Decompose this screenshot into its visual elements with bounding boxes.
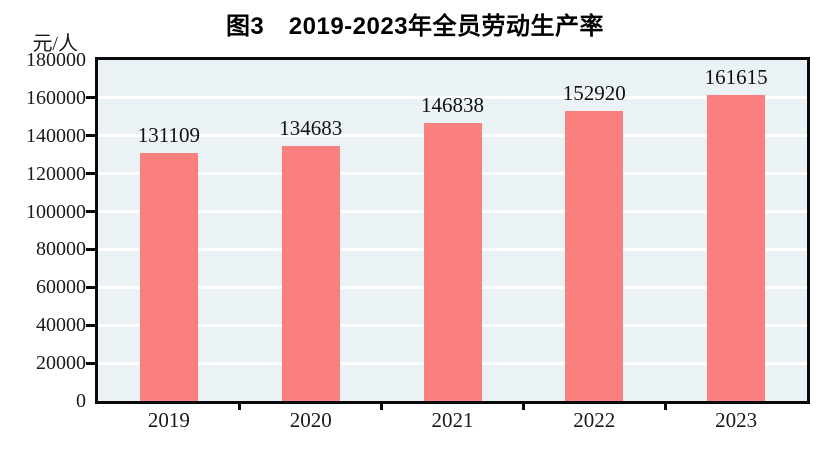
x-axis-tick-mark — [380, 401, 384, 410]
bar-value-label: 134683 — [279, 115, 343, 140]
y-axis-tick-label: 40000 — [36, 314, 86, 337]
bar-value-label: 131109 — [137, 122, 201, 147]
x-axis-tick-mark — [663, 401, 667, 410]
chart-title: 图3 2019-2023年全员劳动生产率 — [225, 13, 605, 40]
y-axis-tick-label: 180000 — [26, 49, 86, 71]
y-axis-tick-mark — [86, 361, 95, 365]
y-axis-tick-label: 0 — [76, 390, 86, 412]
gridline — [98, 96, 807, 100]
bar-value-label: 161615 — [704, 64, 768, 89]
x-axis-tick-mark — [238, 401, 242, 410]
y-axis-tick-mark — [86, 285, 95, 289]
x-axis-tick-label: 2019 — [147, 408, 190, 432]
bar-2023 — [707, 94, 766, 401]
bar-2022 — [565, 111, 624, 401]
y-axis-tick-mark — [86, 323, 95, 327]
y-axis-tick-label: 80000 — [36, 238, 86, 261]
y-axis-tick-label: 100000 — [26, 200, 86, 223]
plot-area: 131109 134683 146838 152920 161615 — [95, 57, 810, 404]
y-axis-tick-mark — [86, 172, 95, 176]
y-axis-tick-mark — [86, 134, 95, 138]
bar-value-label: 146838 — [420, 92, 484, 117]
y-axis-tick-label: 140000 — [26, 124, 86, 147]
bar-value-label: 152920 — [562, 81, 626, 106]
y-axis-tick-label: 20000 — [36, 352, 86, 375]
x-axis-tick-label: 2022 — [573, 408, 616, 432]
y-axis-tick-label: 60000 — [36, 276, 86, 299]
bar-2020 — [281, 145, 340, 401]
y-axis-tick-label: 120000 — [26, 162, 86, 185]
x-axis-tick-mark — [521, 401, 525, 410]
bar-2019 — [139, 152, 198, 401]
y-axis-tick-mark — [86, 210, 95, 214]
y-axis-unit-label: 元/人 — [32, 33, 78, 55]
x-axis-tick-label: 2020 — [289, 408, 332, 432]
y-axis-tick-mark — [86, 96, 95, 100]
x-axis-tick-label: 2023 — [715, 408, 758, 432]
y-axis-tick-label: 160000 — [26, 86, 86, 109]
bar-2021 — [423, 122, 482, 401]
y-axis-tick-mark — [86, 247, 95, 251]
x-axis-tick-label: 2021 — [431, 408, 474, 432]
